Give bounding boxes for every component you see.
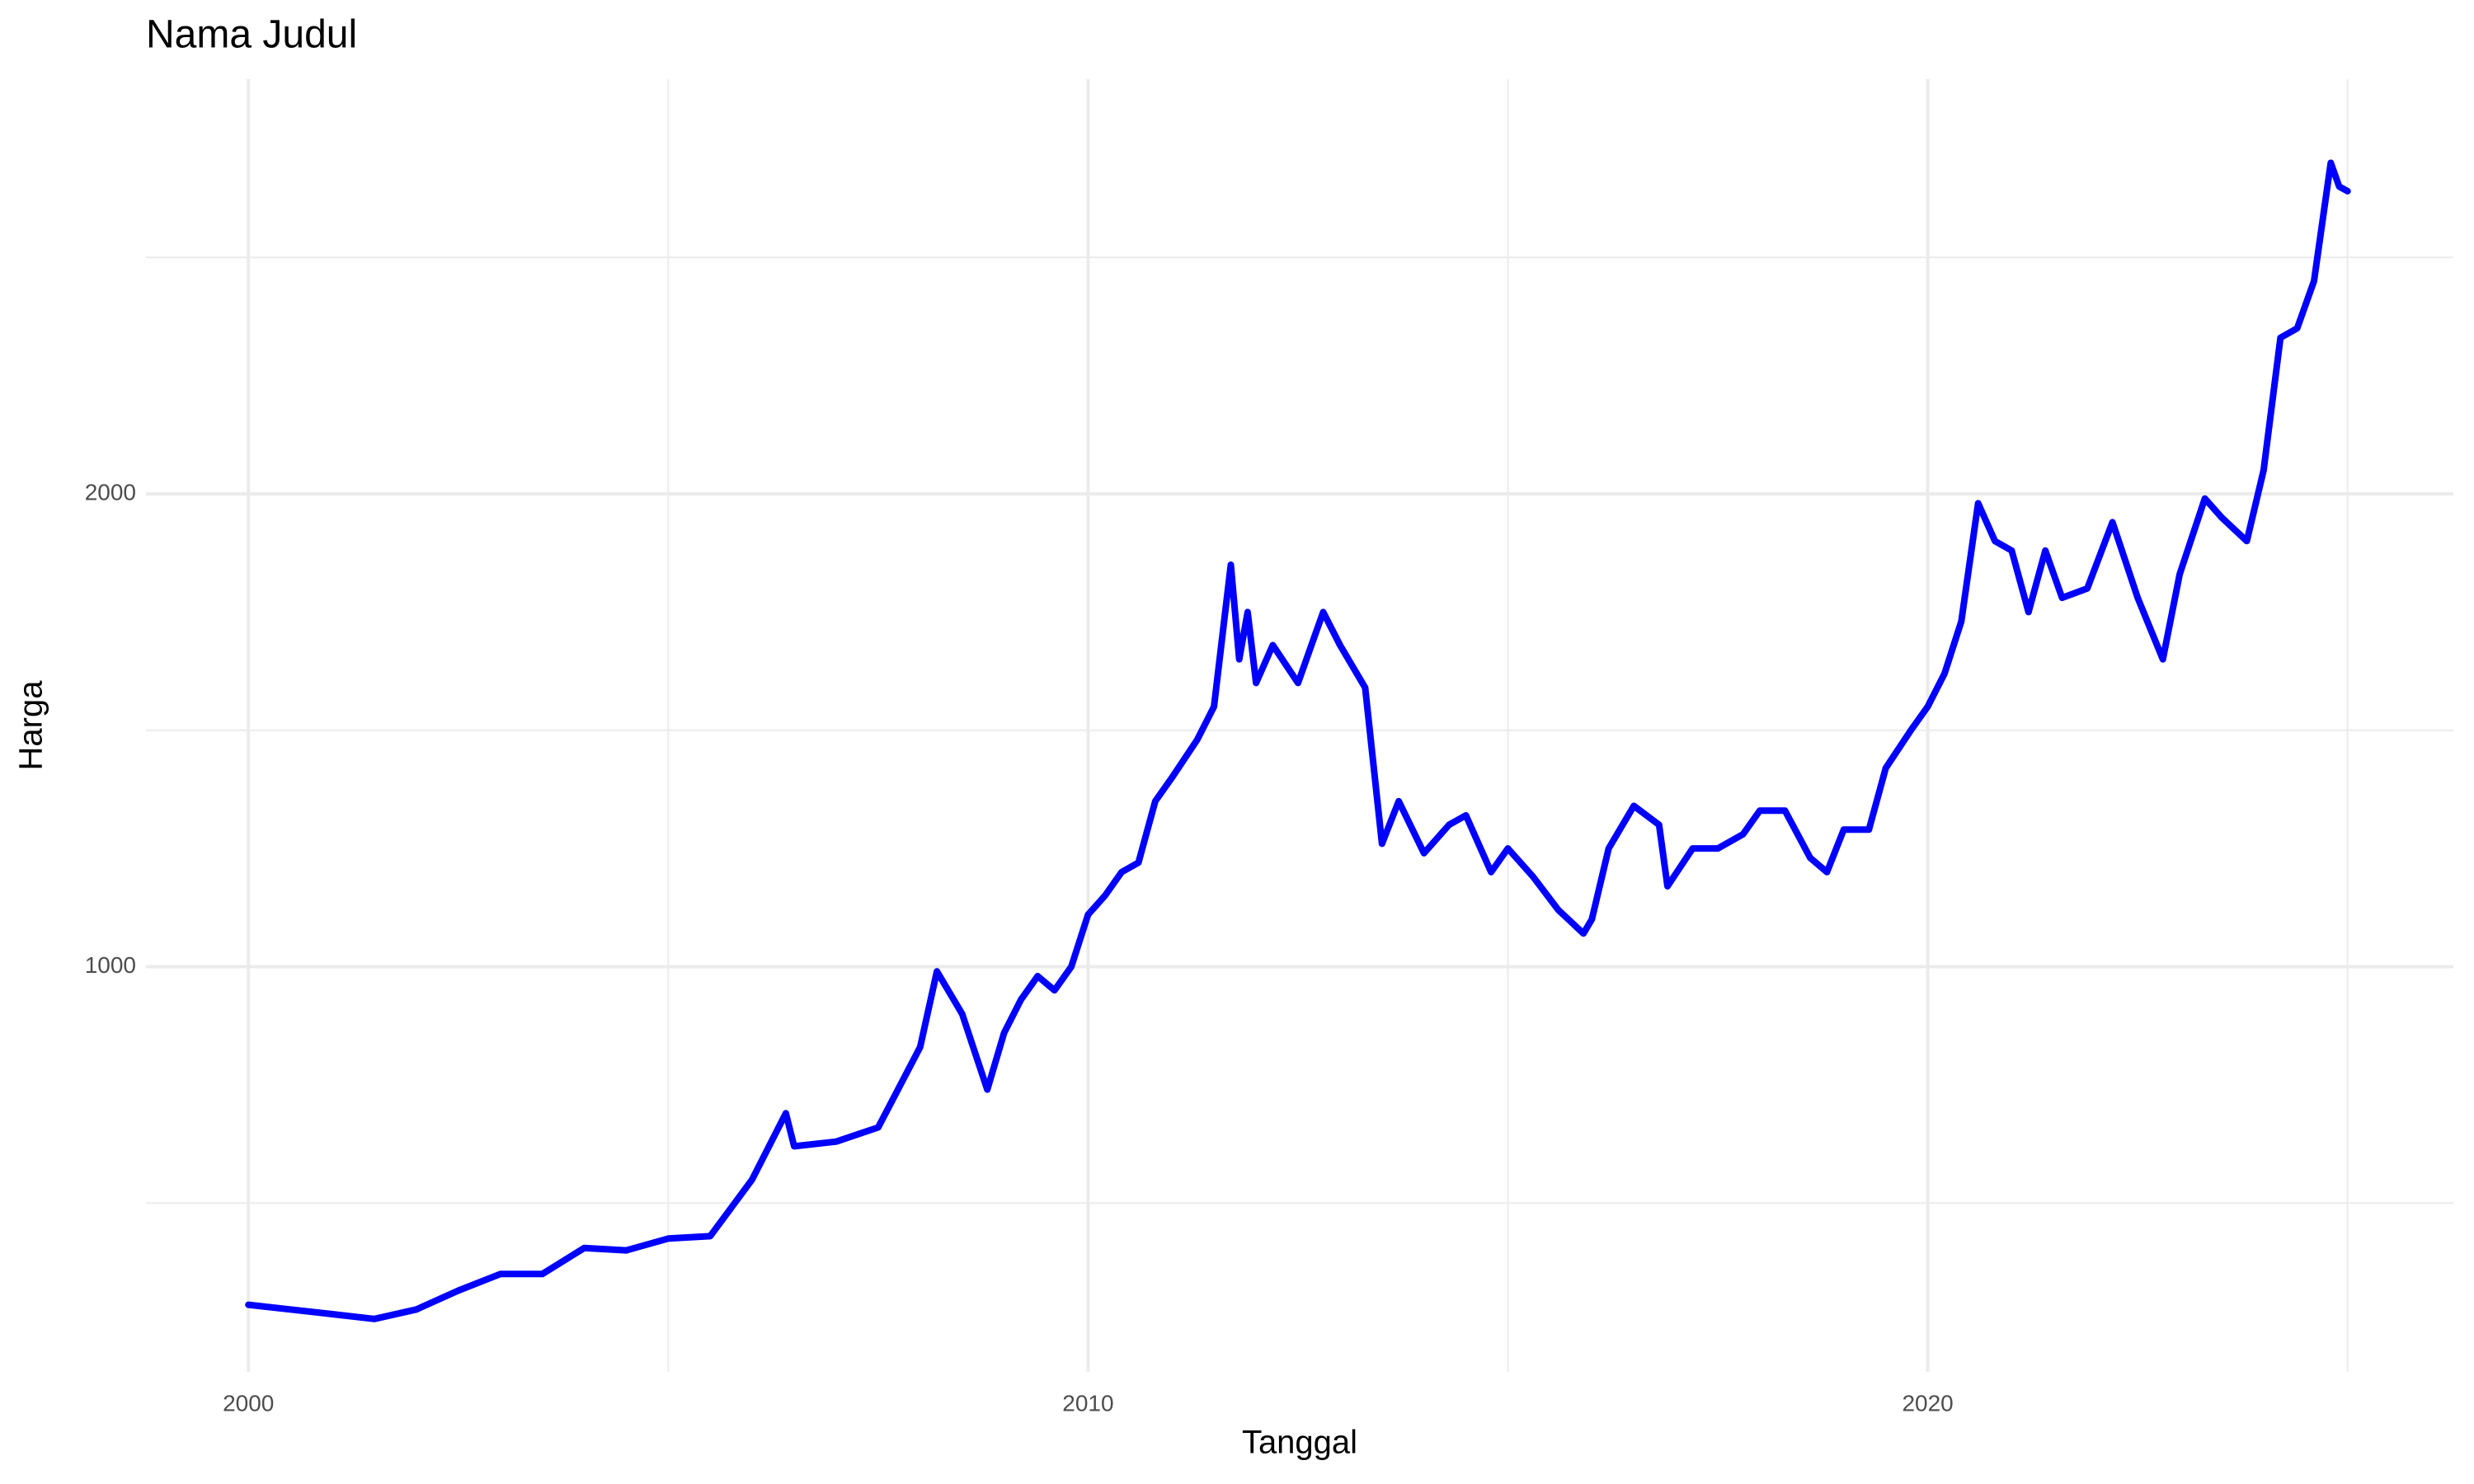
chart-title: Nama Judul	[146, 13, 357, 57]
y-tick-label: 1000	[85, 952, 136, 978]
grid	[146, 79, 2453, 1372]
y-tick-label: 2000	[85, 479, 136, 505]
x-tick-label: 2010	[1062, 1390, 1113, 1416]
x-tick-label: 2000	[223, 1390, 274, 1416]
x-tick-label: 2020	[1902, 1390, 1953, 1416]
x-axis-title: Tanggal	[1242, 1425, 1357, 1461]
y-axis-title: Harga	[13, 680, 49, 771]
price-line	[245, 159, 2351, 1322]
